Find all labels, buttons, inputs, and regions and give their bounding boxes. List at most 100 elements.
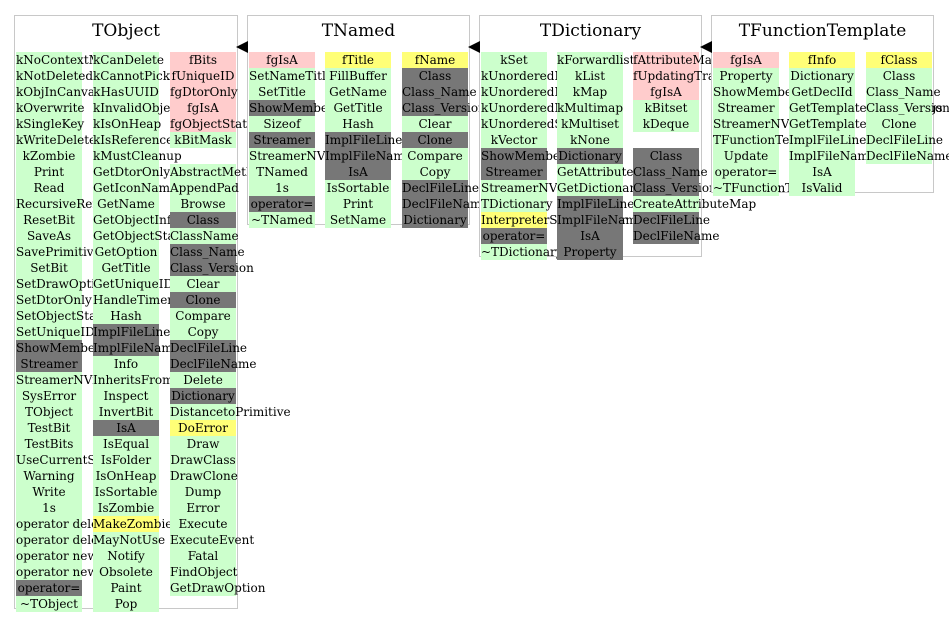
member-entry: kHasUUID [93,84,159,100]
member-entry: StreamerNVirtual [249,148,359,164]
member-entry: Clear [170,276,236,292]
member-entry: SetName [325,212,391,228]
member-entry: Streamer [481,164,547,180]
member-entry: IsZombie [93,500,159,516]
member-entry: TFunctionTemplate [713,132,832,148]
member-entry: fAttributeMap [633,52,720,68]
member-entry: kObjInCanvas [16,84,102,100]
member-entry: kUnorderedMap [481,68,582,84]
inheritance-arrow [468,41,480,53]
member-entry: ImplFileLine [93,324,171,340]
member-entry: InterpreterStateMarker [481,212,627,228]
member-entry: AppendPad [170,180,239,196]
member-entry: kUnorderedMultiset [481,100,605,116]
class-box-tnamed: TNamed fgIsA SetNameTitle SetTitle ShowMemb… [247,15,489,228]
member-entry: Class_Version [866,100,949,116]
member-entry: SetObjectStat [16,308,102,324]
member-entry: GetTemplateNargs [789,116,904,132]
member-entry: Property [713,68,779,84]
member-entry: Clone [866,116,932,132]
member-entry: Class_Version [633,180,717,196]
class-title: TDictionary [539,21,642,41]
member-entry: ShowMembers [481,148,572,164]
member-entry: GetDtorOnly [93,164,171,180]
member-entry: SetDrawOption [16,276,111,292]
member-entry: Paint [93,580,159,596]
member-entry: IsSortable [93,484,159,500]
member-entry: operator= [16,580,82,596]
member-column: kCanDelete kCannotPick kHasUUID kInvalidObj… [93,52,182,612]
member-entry: RecursiveRemove [16,196,125,212]
member-entry: InheritsFrom [93,372,174,388]
member-entry: Notify [93,548,159,564]
member-entry: fgIsA [713,52,779,68]
member-entry: ImplFileLine [557,196,635,212]
member-entry: kZombie [16,148,82,164]
member-entry: kVector [481,132,547,148]
member-entry: Class [866,68,932,84]
member-entry: kInvalidObject [93,100,182,116]
member-entry: kIsOnHeap [93,116,162,132]
member-entry: ~TDictionary [481,244,563,260]
member-entry: GetName [93,196,159,212]
member-entry: fUniqueID [170,68,236,84]
member-entry: kSet [481,52,547,68]
member-entry: kNone [557,132,623,148]
member-entry: operator= [481,228,547,244]
member-entry: kForwardlist [557,52,635,68]
member-entry: fInfo [789,52,855,68]
inheritance-arrow [236,41,248,53]
member-entry: UseCurrentStyle [16,452,119,468]
member-entry: DrawClone [170,468,238,484]
member-entry: GetName [325,84,391,100]
member-entry: kOverwrite [16,100,85,116]
member-column: kSet kUnorderedMap kUnorderedMultimap kUnor… [481,52,627,260]
member-entry: GetTitle [325,100,391,116]
member-entry: GetObjectInfo [93,212,179,228]
member-entry: Class_Name [402,84,477,100]
member-entry: Dictionary [789,68,855,84]
member-entry: Dictionary [170,388,236,404]
member-entry: FindObject [170,564,238,580]
member-entry: AbstractMethod [170,164,269,180]
member-entry: operator= [713,164,779,180]
member-entry: Streamer [16,356,82,372]
member-entry: DeclFileLine [866,132,944,148]
member-entry: ClassName [170,228,239,244]
member-entry: MayNotUse [93,532,166,548]
member-entry: Property [557,244,623,260]
member-entry: ~TNamed [249,212,315,228]
member-entry: TObject [16,404,82,420]
member-entry: kMultiset [557,116,623,132]
member-entry: fTitle [325,52,391,68]
member-spacer [633,132,699,148]
member-entry: kCannotPick [93,68,171,84]
member-entry: StreamerNVirtual [713,116,823,132]
member-entry: kBitset [633,100,699,116]
member-entry: Pop [93,596,159,612]
member-entry: GetUniqueID [93,276,174,292]
member-entry: Write [16,484,82,500]
member-entry: SavePrimitive [16,244,101,260]
member-entry: Copy [402,164,468,180]
class-title: TFunctionTemplate [738,21,907,41]
member-entry: Print [16,164,82,180]
member-entry: ImplFileLine [789,132,867,148]
member-entry: ShowMembers [713,84,804,100]
member-entry: kBitMask [170,132,236,148]
member-entry: kMustCleanup [93,148,182,164]
member-entry: Hash [93,308,159,324]
member-entry: TestBit [16,420,82,436]
member-entry: Class [170,212,236,228]
member-entry: operator delete [16,516,111,532]
member-entry: Read [16,180,82,196]
member-column: kNoContextMenu kNotDeleted kObjInCanvas kOv… [16,52,125,612]
member-entry: Draw [170,436,236,452]
member-column: fBits fUniqueID fgDtorOnly fgIsA fgObjectSta… [170,52,291,596]
member-entry: GetDrawOption [170,580,266,596]
member-entry: IsA [93,420,159,436]
member-entry: 1s [249,180,315,196]
member-entry: ImplFileLine [325,132,403,148]
member-entry: kSingleKey [16,116,85,132]
member-entry: fgIsA [249,52,315,68]
